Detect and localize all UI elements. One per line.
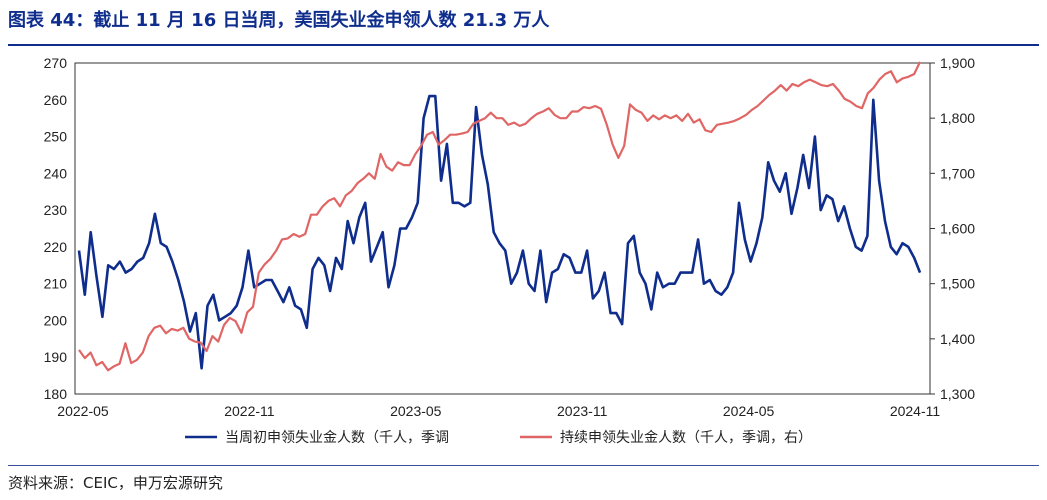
right-tick-label: 1,600	[940, 221, 975, 237]
initial-claims-line	[77, 94, 922, 370]
footer-rule	[8, 465, 1039, 466]
left-tick-label: 270	[44, 55, 68, 71]
right-tick-label: 1,400	[940, 331, 975, 347]
chart: 180 190 200 210 220 230 240 250 260 270 1,300 1,400…	[44, 55, 976, 446]
source-note: 资料来源：CEIC，申万宏源研究	[8, 474, 223, 492]
continuing-claims-line	[78, 61, 921, 372]
legend: 当周初申领失业金人数（千人，季调 持续申领失业金人数（千人，季调，右）	[185, 429, 812, 446]
x-tick-label: 2022-05	[57, 403, 109, 419]
left-tick-label: 250	[44, 129, 68, 145]
left-tick-label: 200	[44, 312, 68, 328]
left-tick-label: 180	[44, 386, 68, 402]
x-tick-label: 2022-11	[224, 403, 275, 419]
left-tick-label: 190	[44, 349, 68, 365]
left-tick-label: 220	[44, 239, 68, 255]
left-tick-label: 210	[44, 276, 68, 292]
x-tick-label: 2024-11	[890, 403, 941, 419]
axes: 180 190 200 210 220 230 240 250 260 270 1,300 1,400…	[44, 55, 976, 419]
legend-initial-claims-label: 当周初申领失业金人数（千人，季调	[225, 429, 449, 446]
right-tick-label: 1,500	[940, 276, 975, 292]
chart-title: 图表 44：截止 11 月 16 日当周，美国失业金申领人数 21.3 万人	[8, 10, 550, 31]
x-tick-label: 2023-05	[390, 403, 442, 419]
legend-continuing-claims-label: 持续申领失业金人数（千人，季调，右）	[560, 429, 812, 446]
left-tick-label: 260	[44, 92, 68, 108]
right-tick-label: 1,700	[940, 165, 975, 181]
right-tick-label: 1,900	[940, 55, 975, 71]
left-tick-label: 240	[44, 165, 68, 181]
right-tick-label: 1,800	[940, 110, 975, 126]
series-layer	[77, 61, 922, 372]
x-tick-label: 2023-11	[557, 403, 608, 419]
left-tick-label: 230	[44, 202, 68, 218]
right-tick-label: 1,300	[940, 386, 975, 402]
title-rule	[8, 44, 1039, 46]
x-tick-label: 2024-05	[723, 403, 775, 419]
